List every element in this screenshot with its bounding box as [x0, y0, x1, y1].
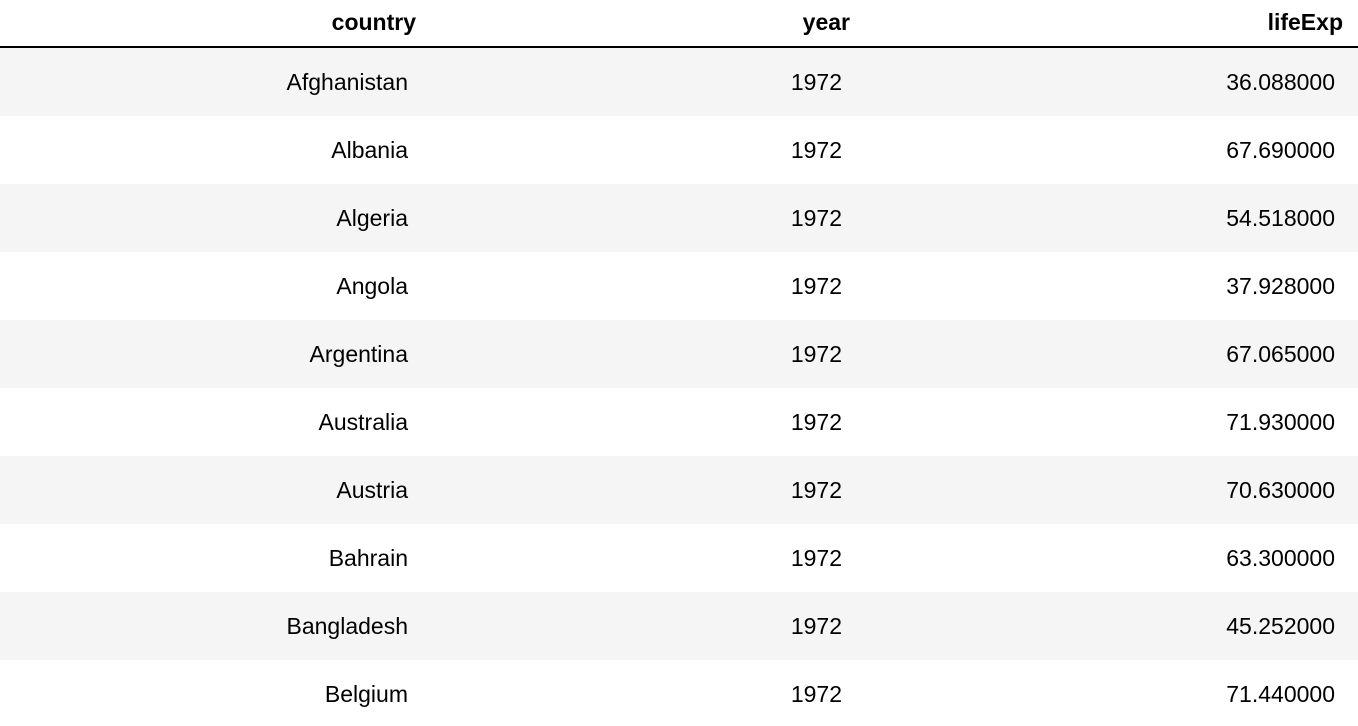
cell-country: Austria [336, 477, 408, 503]
cell-lifeexp: 71.440000 [1226, 681, 1335, 707]
table-header: country year lifeExp [0, 0, 1358, 48]
table-row: Austria 1972 70.630000 [0, 456, 1358, 524]
table-row: Angola 1972 37.928000 [0, 252, 1358, 320]
table-row: Australia 1972 71.930000 [0, 388, 1358, 456]
cell-country: Australia [318, 409, 408, 435]
cell-lifeexp: 70.630000 [1226, 477, 1335, 503]
cell-year: 1972 [790, 409, 842, 435]
cell-year: 1972 [790, 273, 842, 299]
table-row: Afghanistan 1972 36.088000 [0, 48, 1358, 116]
table-row: Argentina 1972 67.065000 [0, 320, 1358, 388]
cell-year: 1972 [790, 205, 842, 231]
table-row: Bangladesh 1972 45.252000 [0, 592, 1358, 660]
table-row: Albania 1972 67.690000 [0, 116, 1358, 184]
cell-year: 1972 [790, 477, 842, 503]
column-header-country[interactable]: country [331, 9, 416, 35]
cell-lifeexp: 54.518000 [1226, 205, 1335, 231]
cell-year: 1972 [790, 341, 842, 367]
cell-lifeexp: 67.065000 [1226, 341, 1335, 367]
cell-lifeexp: 63.300000 [1226, 545, 1335, 571]
cell-country: Bangladesh [286, 613, 409, 639]
column-header-year[interactable]: year [802, 9, 850, 35]
table-row: Algeria 1972 54.518000 [0, 184, 1358, 252]
cell-country: Angola [336, 273, 408, 299]
column-header-lifeexp[interactable]: lifeExp [1267, 9, 1343, 35]
cell-country: Albania [331, 137, 408, 163]
cell-lifeexp: 36.088000 [1226, 69, 1335, 95]
table-row: Belgium 1972 71.440000 [0, 660, 1358, 726]
cell-lifeexp: 45.252000 [1226, 613, 1335, 639]
cell-country: Afghanistan [286, 69, 408, 95]
cell-country: Algeria [336, 205, 408, 231]
cell-year: 1972 [790, 69, 842, 95]
cell-lifeexp: 67.690000 [1226, 137, 1335, 163]
cell-lifeexp: 71.930000 [1226, 409, 1335, 435]
cell-year: 1972 [790, 681, 842, 707]
cell-country: Belgium [324, 681, 408, 707]
table-row: Bahrain 1972 63.300000 [0, 524, 1358, 592]
cell-country: Bahrain [328, 545, 408, 571]
cell-year: 1972 [790, 613, 842, 639]
cell-year: 1972 [790, 137, 842, 163]
cell-lifeexp: 37.928000 [1226, 273, 1335, 299]
cell-country: Argentina [309, 341, 408, 367]
cell-year: 1972 [790, 545, 842, 571]
